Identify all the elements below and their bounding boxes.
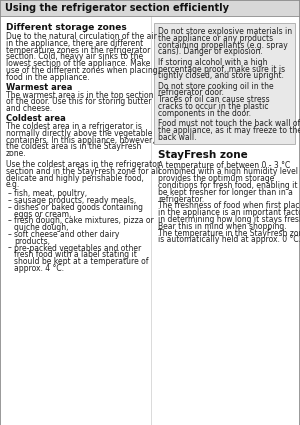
Text: e.g.: e.g. (6, 180, 20, 190)
Text: refrigerator.: refrigerator. (158, 195, 204, 204)
Text: –: – (8, 189, 12, 198)
Text: section. Cold, heavy air sinks to the: section. Cold, heavy air sinks to the (6, 52, 143, 61)
Text: Due to the natural circulation of the air: Due to the natural circulation of the ai… (6, 32, 157, 41)
Text: StayFresh zone: StayFresh zone (158, 150, 248, 159)
Text: temperature zones in the refrigerator: temperature zones in the refrigerator (6, 45, 150, 54)
Text: –: – (8, 203, 12, 212)
Text: in the appliance is an important factor: in the appliance is an important factor (158, 208, 300, 217)
Text: Different storage zones: Different storage zones (6, 23, 127, 32)
Text: Traces of oil can cause stress: Traces of oil can cause stress (158, 95, 270, 104)
Text: in determining how long it stays fresh.: in determining how long it stays fresh. (158, 215, 300, 224)
Text: If storing alcohol with a high: If storing alcohol with a high (158, 58, 268, 67)
Text: Bear this in mind when shopping.: Bear this in mind when shopping. (158, 222, 286, 231)
Text: conditions for fresh food, enabling it to: conditions for fresh food, enabling it t… (158, 181, 300, 190)
Text: Do not store cooking oil in the: Do not store cooking oil in the (158, 82, 274, 91)
Text: containing propellants (e.g. spray: containing propellants (e.g. spray (158, 41, 288, 50)
Text: Use the coldest areas in the refrigerator: Use the coldest areas in the refrigerato… (6, 160, 160, 169)
Text: products,: products, (14, 237, 50, 246)
Text: normally directly above the vegetable: normally directly above the vegetable (6, 129, 152, 138)
Text: zone.: zone. (6, 149, 27, 158)
Text: of the door. Use this for storing butter: of the door. Use this for storing butter (6, 97, 152, 106)
Text: The temperature in the StayFresh zone: The temperature in the StayFresh zone (158, 229, 300, 238)
Text: A temperature of between 0 - 3 °C: A temperature of between 0 - 3 °C (158, 161, 290, 170)
Text: cracks to occur in the plastic: cracks to occur in the plastic (158, 102, 268, 111)
Text: soft cheese and other dairy: soft cheese and other dairy (14, 230, 119, 239)
Text: cans). Danger of explosion.: cans). Danger of explosion. (158, 48, 263, 57)
Text: the coldest area is in the StayFresh: the coldest area is in the StayFresh (6, 142, 141, 151)
Text: containers. In this appliance, however,: containers. In this appliance, however, (6, 136, 154, 144)
Text: fresh food with a label stating it: fresh food with a label stating it (14, 250, 137, 259)
Text: tightly closed, and store upright.: tightly closed, and store upright. (158, 71, 284, 80)
Text: combined with a high humidity level: combined with a high humidity level (158, 167, 298, 176)
Text: –: – (8, 244, 12, 252)
Text: lowest section of the appliance. Make: lowest section of the appliance. Make (6, 59, 150, 68)
Text: quiche dough,: quiche dough, (14, 223, 68, 232)
Text: sausage products, ready meals,: sausage products, ready meals, (14, 196, 136, 205)
Text: use of the different zones when placing: use of the different zones when placing (6, 66, 158, 75)
Text: –: – (8, 230, 12, 239)
Text: section and in the StayFresh zone for all: section and in the StayFresh zone for al… (6, 167, 160, 176)
Text: Coldest area: Coldest area (6, 114, 66, 123)
Text: Food must not touch the back wall of: Food must not touch the back wall of (158, 119, 300, 128)
Text: refrigerator door.: refrigerator door. (158, 88, 224, 97)
Text: fresh dough, cake mixtures, pizza or: fresh dough, cake mixtures, pizza or (14, 216, 154, 225)
Text: The coldest area in a refrigerator is: The coldest area in a refrigerator is (6, 122, 142, 131)
Text: The freshness of food when first placed: The freshness of food when first placed (158, 201, 300, 210)
Text: –: – (8, 196, 12, 205)
Text: Do not store explosive materials in: Do not store explosive materials in (158, 27, 292, 36)
Text: be kept fresher for longer than in a: be kept fresher for longer than in a (158, 188, 293, 197)
Text: back wall.: back wall. (158, 133, 196, 142)
Text: provides the optimum storage: provides the optimum storage (158, 174, 274, 183)
Text: Warmest area: Warmest area (6, 82, 72, 92)
Text: The warmest area is in the top section: The warmest area is in the top section (6, 91, 154, 99)
Text: components in the door.: components in the door. (158, 109, 251, 118)
Text: fish, meat, poultry,: fish, meat, poultry, (14, 189, 87, 198)
Text: is automatically held at approx. 0 °C.: is automatically held at approx. 0 °C. (158, 235, 300, 244)
Text: approx. 4 °C.: approx. 4 °C. (14, 264, 64, 273)
Text: eggs or cream,: eggs or cream, (14, 210, 71, 218)
Bar (0, 0, 300, 16)
Bar (154, 23, 295, 144)
Text: food in the appliance.: food in the appliance. (6, 73, 89, 82)
Text: pre-packed vegetables and other: pre-packed vegetables and other (14, 244, 141, 252)
Text: –: – (8, 216, 12, 225)
Text: and cheese.: and cheese. (6, 104, 52, 113)
Text: delicate and highly perishable food,: delicate and highly perishable food, (6, 173, 144, 183)
Text: percentage proof, make sure it is: percentage proof, make sure it is (158, 65, 285, 74)
Text: in the appliance, there are different: in the appliance, there are different (6, 39, 143, 48)
Text: the appliance or any products: the appliance or any products (158, 34, 273, 43)
Text: Using the refrigerator section efficiently: Using the refrigerator section efficient… (5, 3, 229, 13)
Text: the appliance, as it may freeze to the: the appliance, as it may freeze to the (158, 126, 300, 135)
Text: dishes or baked goods containing: dishes or baked goods containing (14, 203, 143, 212)
Text: should be kept at a temperature of: should be kept at a temperature of (14, 257, 148, 266)
